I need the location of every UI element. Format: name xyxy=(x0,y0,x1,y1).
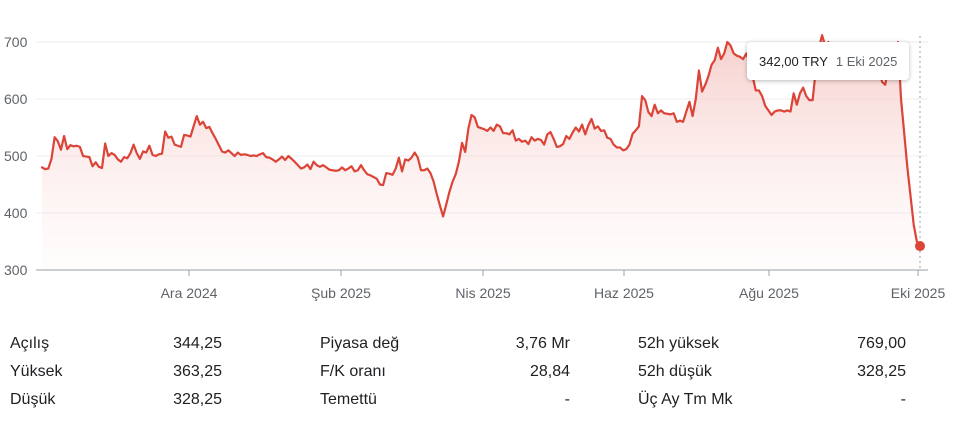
stat-value: 328,25 xyxy=(857,363,906,380)
stats-column-3: 52h yüksek 769,00 52h düşük 328,25 Üç Ay… xyxy=(638,330,950,414)
stat-label: Temettü xyxy=(320,391,377,408)
price-area-fill xyxy=(42,35,920,270)
y-tick-label: 300 xyxy=(4,262,28,278)
y-tick-label: 600 xyxy=(4,91,28,107)
x-tick-label: Haz 2025 xyxy=(594,285,654,301)
stats-table: Açılış 344,25 Yüksek 363,25 Düşük 328,25… xyxy=(10,330,950,414)
stat-value: 363,25 xyxy=(173,363,222,380)
stat-label: Piyasa değ xyxy=(320,335,400,352)
stat-52w-low: 52h düşük 328,25 xyxy=(638,358,950,386)
x-tick-label: Şub 2025 xyxy=(311,285,371,301)
price-chart-svg[interactable]: 300 400 500 600 700 Ara 2024 Şub 2025 Nis 2025 H… xyxy=(0,0,960,310)
stat-market-cap: Piyasa değ 3,76 Mr xyxy=(320,330,638,358)
stat-value: 769,00 xyxy=(857,335,906,352)
stats-column-2: Piyasa değ 3,76 Mr F/K oranı 28,84 Temet… xyxy=(320,330,638,414)
stat-value: - xyxy=(564,391,570,408)
stat-dividend: Temettü - xyxy=(320,386,638,414)
price-line xyxy=(40,34,922,248)
stat-value: 28,84 xyxy=(529,363,570,380)
stat-value: - xyxy=(900,391,906,408)
stat-52w-high: 52h yüksek 769,00 xyxy=(638,330,950,358)
stat-value: 3,76 Mr xyxy=(515,335,570,352)
price-tooltip: 342,00 TRY 1 Eki 2025 xyxy=(747,42,910,80)
tooltip-date: 1 Eki 2025 xyxy=(835,53,898,69)
current-price-dot[interactable] xyxy=(915,241,925,252)
stat-label: Yüksek xyxy=(10,363,63,380)
stat-open: Açılış 344,25 xyxy=(10,330,320,358)
x-tick-label: Nis 2025 xyxy=(455,285,510,301)
stat-label: 52h düşük xyxy=(638,363,712,380)
y-tick-label: 700 xyxy=(4,34,28,50)
stat-label: Açılış xyxy=(10,335,50,352)
stat-label: 52h yüksek xyxy=(638,335,719,352)
tooltip-price: 342,00 TRY xyxy=(759,53,828,69)
stats-column-1: Açılış 344,25 Yüksek 363,25 Düşük 328,25 xyxy=(10,330,320,414)
stat-pe-ratio: F/K oranı 28,84 xyxy=(320,358,638,386)
stat-label: Düşük xyxy=(10,391,56,408)
y-tick-label: 400 xyxy=(4,205,28,221)
price-chart[interactable]: 300 400 500 600 700 Ara 2024 Şub 2025 Nis 2025 H… xyxy=(0,0,960,310)
y-tick-label: 500 xyxy=(4,148,28,164)
x-tick-label: Eki 2025 xyxy=(891,285,946,301)
x-tick-label: Ağu 2025 xyxy=(739,285,799,301)
stat-quarterly-div: Üç Ay Tm Mk - xyxy=(638,386,950,414)
stat-value: 344,25 xyxy=(173,335,222,352)
stat-high: Yüksek 363,25 xyxy=(10,358,320,386)
stat-label: F/K oranı xyxy=(320,363,386,380)
stat-low: Düşük 328,25 xyxy=(10,386,320,414)
stat-value: 328,25 xyxy=(173,391,222,408)
stat-label: Üç Ay Tm Mk xyxy=(638,391,733,408)
x-tick-label: Ara 2024 xyxy=(161,285,218,301)
